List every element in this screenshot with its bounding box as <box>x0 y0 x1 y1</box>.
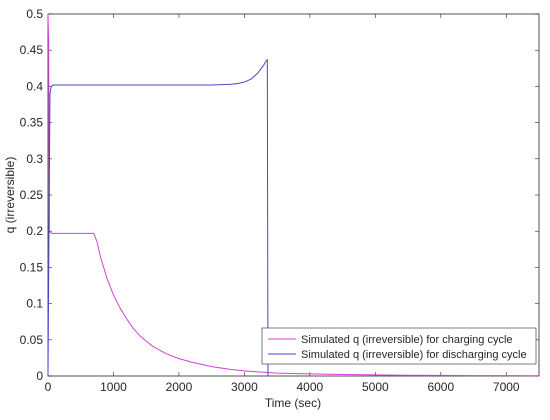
y-tick-label: 0.35 <box>20 116 44 130</box>
series-line-discharging <box>47 59 269 377</box>
x-tick-label: 5000 <box>362 380 389 394</box>
x-tick-label: 3000 <box>231 380 258 394</box>
y-tick-label: 0.05 <box>20 333 44 347</box>
y-tick-label: 0.5 <box>26 7 43 21</box>
legend: Simulated q (irreversible) for charging … <box>261 327 537 365</box>
y-tick-label: 0 <box>36 369 43 383</box>
legend-label-charging: Simulated q (irreversible) for charging … <box>301 334 513 346</box>
y-tick-label: 0.4 <box>26 79 43 93</box>
legend-label-discharging: Simulated q (irreversible) for dischargi… <box>301 349 527 361</box>
y-tick-label: 0.2 <box>26 224 43 238</box>
y-tick-label: 0.3 <box>26 152 43 166</box>
y-axis-label: q (irreversible) <box>3 157 17 234</box>
x-tick-label: 4000 <box>297 380 324 394</box>
y-tick-label: 0.25 <box>20 188 44 202</box>
x-tick-label: 1000 <box>100 380 127 394</box>
y-tick-label: 0.1 <box>26 297 43 311</box>
x-tick-label: 2000 <box>166 380 193 394</box>
series-lines <box>47 13 540 377</box>
plot-area <box>47 13 540 377</box>
x-tick-label: 0 <box>45 380 52 394</box>
legend-box <box>261 327 537 365</box>
series-line-charging <box>47 13 540 377</box>
x-tick-label: 7000 <box>493 380 520 394</box>
y-tick-label: 0.45 <box>20 43 44 57</box>
axis-ticks: 0 1000 2000 3000 4000 5000 6000 7000 0 0.05 0.1 0.1… <box>20 7 539 394</box>
y-tick-label: 0.15 <box>20 260 44 274</box>
x-tick-label: 6000 <box>427 380 454 394</box>
x-axis-label: Time (sec) <box>265 396 321 410</box>
